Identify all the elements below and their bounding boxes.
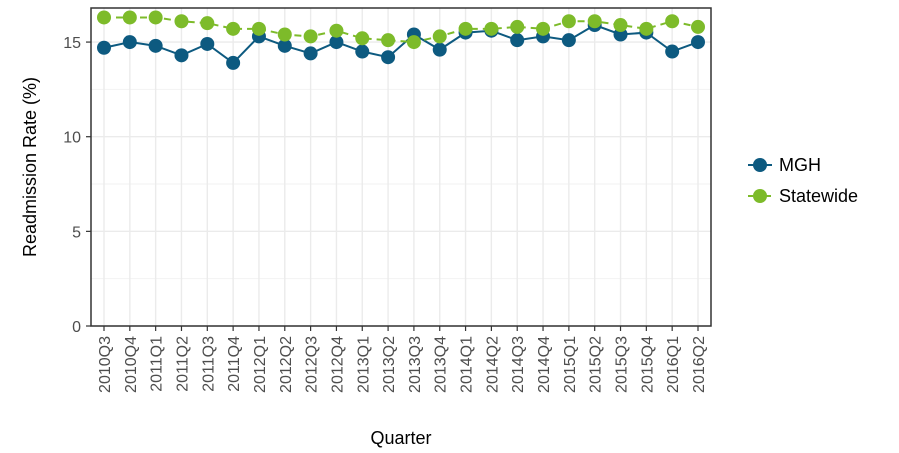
- x-tick-label: 2011Q2: [174, 336, 191, 392]
- x-tick-label: 2015Q4: [639, 336, 656, 393]
- x-tick-label: 2012Q1: [252, 336, 269, 393]
- legend-label: MGH: [779, 155, 821, 175]
- x-tick-label: 2015Q2: [588, 336, 605, 393]
- data-point-mgh: [561, 33, 576, 48]
- data-point-statewide: [406, 35, 421, 50]
- data-point-statewide: [148, 10, 163, 25]
- x-tick-label: 2016Q1: [665, 336, 682, 393]
- x-tick-label: 2015Q1: [562, 336, 579, 393]
- y-tick-label: 0: [72, 319, 81, 336]
- plot-panel-border: [90, 7, 712, 327]
- data-point-statewide: [226, 21, 241, 36]
- data-point-statewide: [122, 10, 137, 25]
- data-point-mgh: [355, 44, 370, 59]
- x-tick-label: 2012Q2: [278, 336, 295, 393]
- y-axis-title: Readmission Rate (%): [20, 77, 40, 257]
- legend: MGH Statewide: [748, 155, 858, 206]
- data-point-statewide: [355, 31, 370, 46]
- x-tick-label: 2012Q4: [329, 336, 346, 393]
- data-point-statewide: [536, 21, 551, 36]
- x-tick-label: 2012Q3: [304, 336, 321, 393]
- series-line-mgh: [103, 23, 699, 65]
- data-point-statewide: [691, 19, 705, 34]
- data-point-mgh: [665, 44, 680, 59]
- grid-layer: [91, 8, 711, 327]
- x-tick-label: 2010Q3: [97, 336, 114, 393]
- x-tick-label: 2013Q3: [407, 336, 424, 393]
- x-tick-label: 2011Q4: [226, 336, 243, 392]
- axis-layer: 0 5 10 15 2010Q3 2010Q4 2011Q1 2011Q2 2011Q3 2011…: [63, 35, 708, 393]
- x-tick-label: 2011Q1: [149, 336, 166, 392]
- x-tick-label: 2014Q4: [536, 336, 553, 393]
- x-tick-label: 2014Q3: [510, 336, 527, 393]
- data-point-statewide: [613, 18, 628, 33]
- x-tick-label: 2014Q2: [484, 336, 501, 393]
- data-point-statewide: [510, 19, 525, 34]
- legend-item-statewide: Statewide: [748, 186, 858, 206]
- data-point-mgh: [226, 55, 241, 70]
- y-tick-label: 5: [72, 224, 81, 241]
- data-point-mgh: [277, 38, 292, 53]
- data-point-mgh: [510, 33, 525, 48]
- legend-label: Statewide: [779, 186, 858, 206]
- series-layer: [97, 10, 705, 70]
- y-tick-label: 10: [63, 130, 81, 147]
- data-point-statewide: [639, 21, 654, 36]
- data-point-statewide: [329, 23, 344, 38]
- y-tick-label: 15: [63, 35, 81, 52]
- x-axis-title: Quarter: [370, 428, 431, 448]
- x-tick-label: 2013Q1: [355, 336, 372, 393]
- legend-key-point: [753, 189, 767, 203]
- data-point-statewide: [97, 10, 111, 25]
- series-mgh: [97, 18, 705, 70]
- data-point-mgh: [381, 50, 396, 65]
- x-tick-label: 2010Q4: [123, 336, 140, 393]
- x-tick-label: 2015Q3: [614, 336, 631, 393]
- data-point-mgh: [122, 35, 137, 50]
- data-point-statewide: [432, 29, 447, 44]
- legend-item-mgh: MGH: [748, 155, 821, 175]
- data-point-mgh: [691, 35, 705, 50]
- data-point-mgh: [432, 42, 447, 57]
- series-statewide: [97, 10, 705, 50]
- data-point-statewide: [200, 16, 215, 31]
- legend-key-point: [753, 158, 767, 172]
- data-point-statewide: [587, 14, 602, 29]
- x-tick-label: 2014Q1: [459, 336, 476, 393]
- x-tick-label: 2013Q4: [433, 336, 450, 393]
- x-tick-label: 2013Q2: [381, 336, 398, 393]
- data-point-statewide: [303, 29, 318, 44]
- data-point-statewide: [561, 14, 576, 29]
- x-tick-label: 2011Q3: [200, 336, 217, 392]
- data-point-mgh: [97, 40, 111, 55]
- x-tick-label: 2016Q2: [691, 336, 708, 393]
- data-point-mgh: [148, 38, 163, 53]
- data-point-statewide: [381, 33, 396, 48]
- data-point-mgh: [174, 48, 189, 63]
- data-point-mgh: [200, 36, 215, 51]
- data-point-statewide: [174, 14, 189, 29]
- data-point-statewide: [251, 21, 266, 36]
- data-point-mgh: [329, 35, 344, 50]
- data-point-statewide: [458, 21, 473, 36]
- data-point-statewide: [277, 27, 292, 42]
- data-point-statewide: [665, 14, 680, 29]
- data-point-statewide: [484, 21, 499, 36]
- data-point-mgh: [303, 46, 318, 61]
